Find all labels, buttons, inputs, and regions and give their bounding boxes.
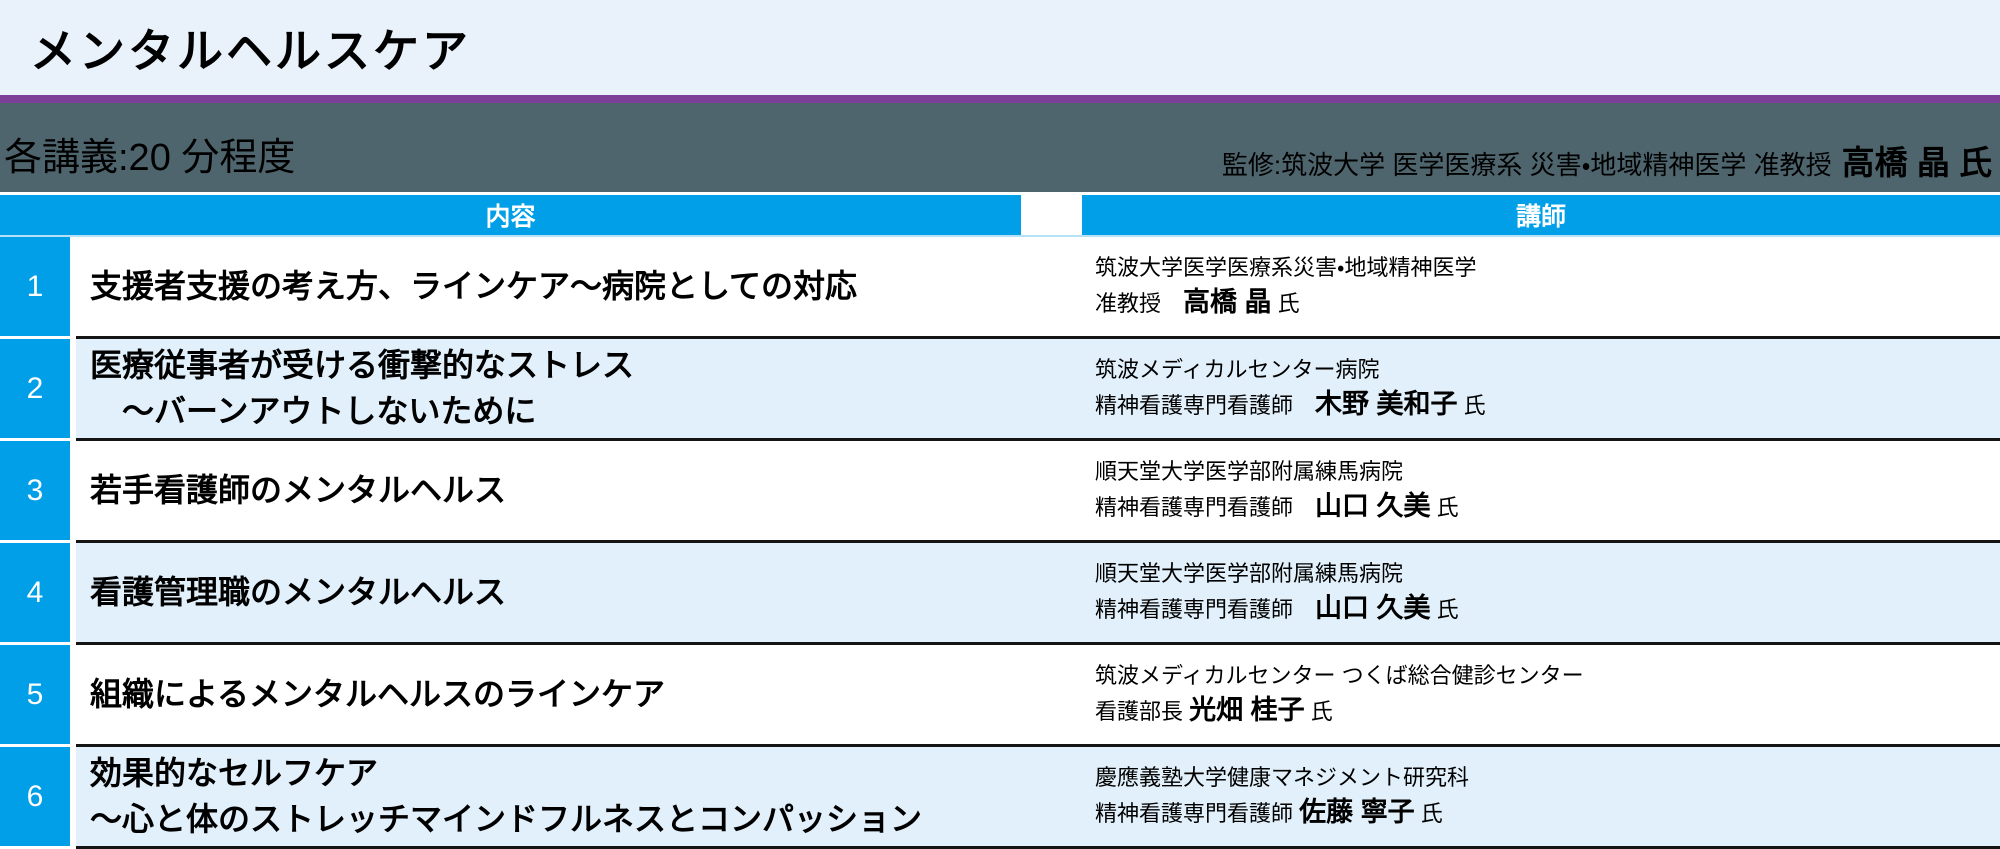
table-row: 2 医療従事者が受ける衝撃的なストレス 〜バーンアウトしないために 筑波メディカ…: [0, 339, 2000, 441]
lecture-title: 若手看護師のメンタルヘルス: [90, 471, 507, 508]
lecturer-cell: 筑波メディカルセンター つくば総合健診センター 看護部長 光畑 桂子 氏: [1080, 645, 2000, 744]
row-number: 1: [26, 269, 44, 303]
row-body: 効果的なセルフケア 〜心と体のストレッチマインドフルネスとコンパッション 慶應義…: [76, 747, 2000, 849]
lecturer-honorific: 氏: [1271, 290, 1300, 316]
lecturer-person: 准教授 高橋 晶 氏: [1095, 286, 2000, 318]
table-row: 6 効果的なセルフケア 〜心と体のストレッチマインドフルネスとコンパッション 慶…: [0, 747, 2000, 849]
row-number: 4: [26, 575, 44, 609]
row-number: 2: [26, 371, 44, 405]
row-number-cell: 3: [0, 441, 70, 543]
lecturer-role: 准教授: [1095, 290, 1184, 316]
table-header-row: 内容 講師: [0, 195, 2000, 237]
lecturer-honorific: 氏: [1430, 596, 1459, 622]
table-row: 4 看護管理職のメンタルヘルス 順天堂大学医学部附属練馬病院 精神看護専門看護師…: [0, 543, 2000, 645]
row-body: 組織によるメンタルヘルスのラインケア 筑波メディカルセンター つくば総合健診セン…: [76, 645, 2000, 747]
row-number-cell: 4: [0, 543, 70, 645]
purple-divider: [0, 95, 2000, 103]
content-column-header: 内容: [0, 195, 1021, 235]
row-number: 3: [26, 473, 44, 507]
row-number: 6: [26, 779, 44, 813]
lecture-title: 看護管理職のメンタルヘルス: [90, 573, 507, 610]
lecturer-name: 佐藤 寧子: [1299, 796, 1415, 827]
lecture-title: 医療従事者が受ける衝撃的なストレス 〜バーンアウトしないために: [90, 347, 635, 429]
table-row: 5 組織によるメンタルヘルスのラインケア 筑波メディカルセンター つくば総合健診…: [0, 645, 2000, 747]
page-title: メンタルヘルスケア: [30, 24, 471, 77]
lecturer-affiliation: 筑波メディカルセンター病院: [1095, 357, 1380, 383]
lecturer-cell: 順天堂大学医学部附属練馬病院 精神看護専門看護師 山口 久美 氏: [1080, 441, 2000, 540]
header-column-gap: [1021, 195, 1082, 235]
row-body: 支援者支援の考え方、ラインケア〜病院としての対応 筑波大学医学医療系災害・地域精…: [76, 237, 2000, 339]
lecture-title: 組織によるメンタルヘルスのラインケア: [90, 675, 666, 712]
row-number: 5: [26, 677, 44, 711]
lecturer-person: 精神看護専門看護師 木野 美和子 氏: [1095, 388, 2000, 420]
lecturer-affiliation: 筑波メディカルセンター つくば総合健診センター: [1095, 663, 1584, 689]
lecturer-affiliation: 順天堂大学医学部附属練馬病院: [1095, 459, 1404, 485]
lecture-title: 支援者支援の考え方、ラインケア〜病院としての対応: [90, 267, 858, 304]
row-number-cell: 6: [0, 747, 70, 849]
lecturer-name: 山口 久美: [1315, 490, 1431, 521]
lecturer-name: 山口 久美: [1315, 592, 1431, 623]
row-body: 医療従事者が受ける衝撃的なストレス 〜バーンアウトしないために 筑波メディカルセ…: [76, 339, 2000, 441]
lecturer-affiliation: 慶應義塾大学健康マネジメント研究科: [1095, 765, 1470, 791]
lecturer-role: 精神看護専門看護師: [1095, 392, 1316, 418]
row-body: 看護管理職のメンタルヘルス 順天堂大学医学部附属練馬病院 精神看護専門看護師 山…: [76, 543, 2000, 645]
lecturer-cell: 筑波メディカルセンター病院 精神看護専門看護師 木野 美和子 氏: [1080, 339, 2000, 438]
lecturer-honorific: 氏: [1414, 800, 1443, 826]
lecturer-name: 高橋 晶: [1183, 286, 1272, 317]
lecturer-honorific: 氏: [1457, 392, 1486, 418]
info-band: 各講義:20 分程度 監修:筑波大学 医学医療系 災害・地域精神医学 准教授 高橋…: [0, 103, 2000, 192]
lecturer-honorific: 氏: [1304, 698, 1333, 724]
supervisor-credit: 監修:筑波大学 医学医療系 災害・地域精神医学 准教授 高橋 晶 氏: [1222, 146, 1992, 179]
supervisor-label: 監修:筑波大学 医学医療系 災害・地域精神医学 准教授: [1221, 150, 1832, 180]
lecture-title: 効果的なセルフケア 〜心と体のストレッチマインドフルネスとコンパッション: [90, 755, 923, 837]
lecture-table: 内容 講師 1 支援者支援の考え方、ラインケア〜病院としての対応 筑波大学医学医…: [0, 195, 2000, 849]
row-body: 若手看護師のメンタルヘルス 順天堂大学医学部附属練馬病院 精神看護専門看護師 山…: [76, 441, 2000, 543]
lecturer-cell: 順天堂大学医学部附属練馬病院 精神看護専門看護師 山口 久美 氏: [1080, 543, 2000, 642]
lecturer-affiliation: 順天堂大学医学部附属練馬病院: [1095, 561, 1404, 587]
lecturer-person: 精神看護専門看護師 山口 久美 氏: [1095, 490, 2000, 522]
supervisor-name: 高橋 晶 氏: [1841, 144, 1992, 181]
lecturer-cell: 慶應義塾大学健康マネジメント研究科 精神看護専門看護師 佐藤 寧子 氏: [1080, 747, 2000, 846]
row-number-cell: 1: [0, 237, 70, 339]
table-body: 1 支援者支援の考え方、ラインケア〜病院としての対応 筑波大学医学医療系災害・地…: [0, 237, 2000, 849]
lecturer-role: 精神看護専門看護師: [1095, 494, 1316, 520]
lecturer-role: 精神看護専門看護師: [1095, 596, 1316, 622]
lecture-duration: 各講義:20 分程度: [4, 137, 296, 179]
lecturer-name: 光畑 桂子: [1189, 694, 1305, 725]
lecturer-role: 看護部長: [1095, 698, 1190, 724]
lecturer-column-header: 講師: [1082, 195, 2000, 235]
row-number-cell: 2: [0, 339, 70, 441]
lecturer-cell: 筑波大学医学医療系災害・地域精神医学 准教授 高橋 晶 氏: [1080, 237, 2000, 336]
lecturer-role: 精神看護専門看護師: [1095, 800, 1300, 826]
lecturer-person: 看護部長 光畑 桂子 氏: [1095, 694, 2000, 726]
lecturer-affiliation: 筑波大学医学医療系災害・地域精神医学: [1095, 255, 1477, 281]
table-row: 3 若手看護師のメンタルヘルス 順天堂大学医学部附属練馬病院 精神看護専門看護師…: [0, 441, 2000, 543]
table-row: 1 支援者支援の考え方、ラインケア〜病院としての対応 筑波大学医学医療系災害・地…: [0, 237, 2000, 339]
lecturer-person: 精神看護専門看護師 山口 久美 氏: [1095, 592, 2000, 624]
lecturer-person: 精神看護専門看護師 佐藤 寧子 氏: [1095, 796, 2000, 828]
page-header: メンタルヘルスケア: [0, 0, 2000, 95]
lecturer-name: 木野 美和子: [1315, 388, 1458, 419]
lecturer-honorific: 氏: [1430, 494, 1459, 520]
row-number-cell: 5: [0, 645, 70, 747]
